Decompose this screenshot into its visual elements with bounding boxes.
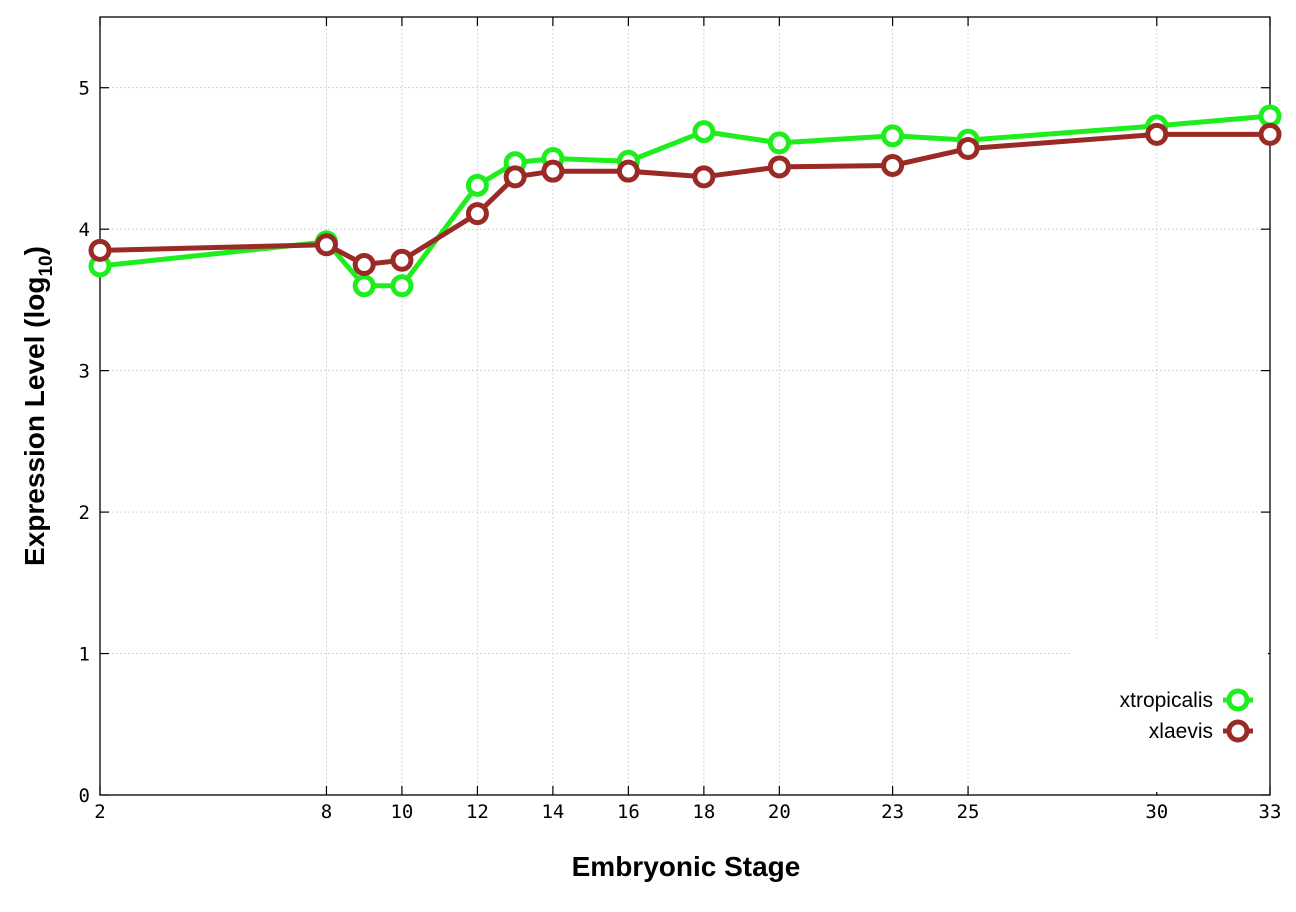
x-tick-label: 25	[957, 801, 980, 823]
y-axis-title-close: )	[19, 246, 50, 255]
x-tick-label: 30	[1145, 801, 1168, 823]
series-layer	[88, 104, 1282, 298]
data-point-xlaevis	[616, 159, 640, 183]
y-tick-label: 0	[79, 785, 90, 807]
x-tick-label: 23	[881, 801, 904, 823]
data-point-xlaevis	[541, 159, 565, 183]
legend-entry-xlaevis: xlaevis	[1149, 719, 1253, 743]
data-point-xlaevis	[352, 253, 376, 277]
x-tick-label: 33	[1259, 801, 1282, 823]
legend-entry-xtropicalis: xtropicalis	[1120, 688, 1253, 712]
y-tick-label: 4	[79, 219, 90, 241]
x-axis-title: Embryonic Stage	[572, 851, 801, 882]
data-point-xlaevis	[390, 248, 414, 272]
data-point-xtropicalis	[352, 274, 376, 298]
data-point-xtropicalis	[390, 274, 414, 298]
data-point-xlaevis	[88, 238, 112, 262]
series-line-xlaevis	[99, 131, 1270, 267]
plot-frame	[99, 16, 1271, 796]
data-point-xlaevis	[956, 137, 980, 161]
data-point-xlaevis	[1258, 122, 1282, 146]
x-tick-label: 8	[321, 801, 332, 823]
x-tick-label: 20	[768, 801, 791, 823]
data-point-xlaevis	[314, 233, 338, 257]
data-point-xlaevis	[767, 155, 791, 179]
legend-marker-xtropicalis	[1226, 688, 1250, 712]
x-tick-label: 16	[617, 801, 640, 823]
data-point-xtropicalis	[465, 173, 489, 197]
legend-background	[1072, 640, 1268, 792]
legend-label-xtropicalis: xtropicalis	[1120, 689, 1213, 712]
data-point-xlaevis	[465, 202, 489, 226]
y-tick-label: 5	[79, 78, 90, 100]
y-tick-label: 1	[79, 644, 90, 666]
y-axis-title-main: Expression Level (log	[19, 277, 50, 566]
data-point-xtropicalis	[692, 120, 716, 144]
y-tick-label: 2	[79, 502, 90, 524]
x-tick-label: 18	[692, 801, 715, 823]
legend-label-xlaevis: xlaevis	[1149, 720, 1213, 743]
data-point-xlaevis	[1145, 122, 1169, 146]
x-tick-label: 12	[466, 801, 489, 823]
x-tick-label: 10	[390, 801, 413, 823]
data-point-xlaevis	[503, 165, 527, 189]
y-axis-title: Expression Level (log10)	[19, 246, 57, 566]
legend: xtropicalis xlaevis	[1072, 640, 1268, 792]
grid	[100, 17, 1270, 795]
data-point-xtropicalis	[881, 124, 905, 148]
x-tick-label: 2	[94, 801, 105, 823]
y-tick-label: 3	[79, 361, 90, 383]
data-point-xtropicalis	[1258, 104, 1282, 128]
x-tick-label: 14	[541, 801, 564, 823]
y-axis-title-subscript: 10	[36, 255, 57, 276]
legend-marker-xlaevis	[1226, 719, 1250, 743]
data-point-xtropicalis	[767, 131, 791, 155]
data-point-xlaevis	[692, 165, 716, 189]
data-point-xlaevis	[881, 154, 905, 178]
